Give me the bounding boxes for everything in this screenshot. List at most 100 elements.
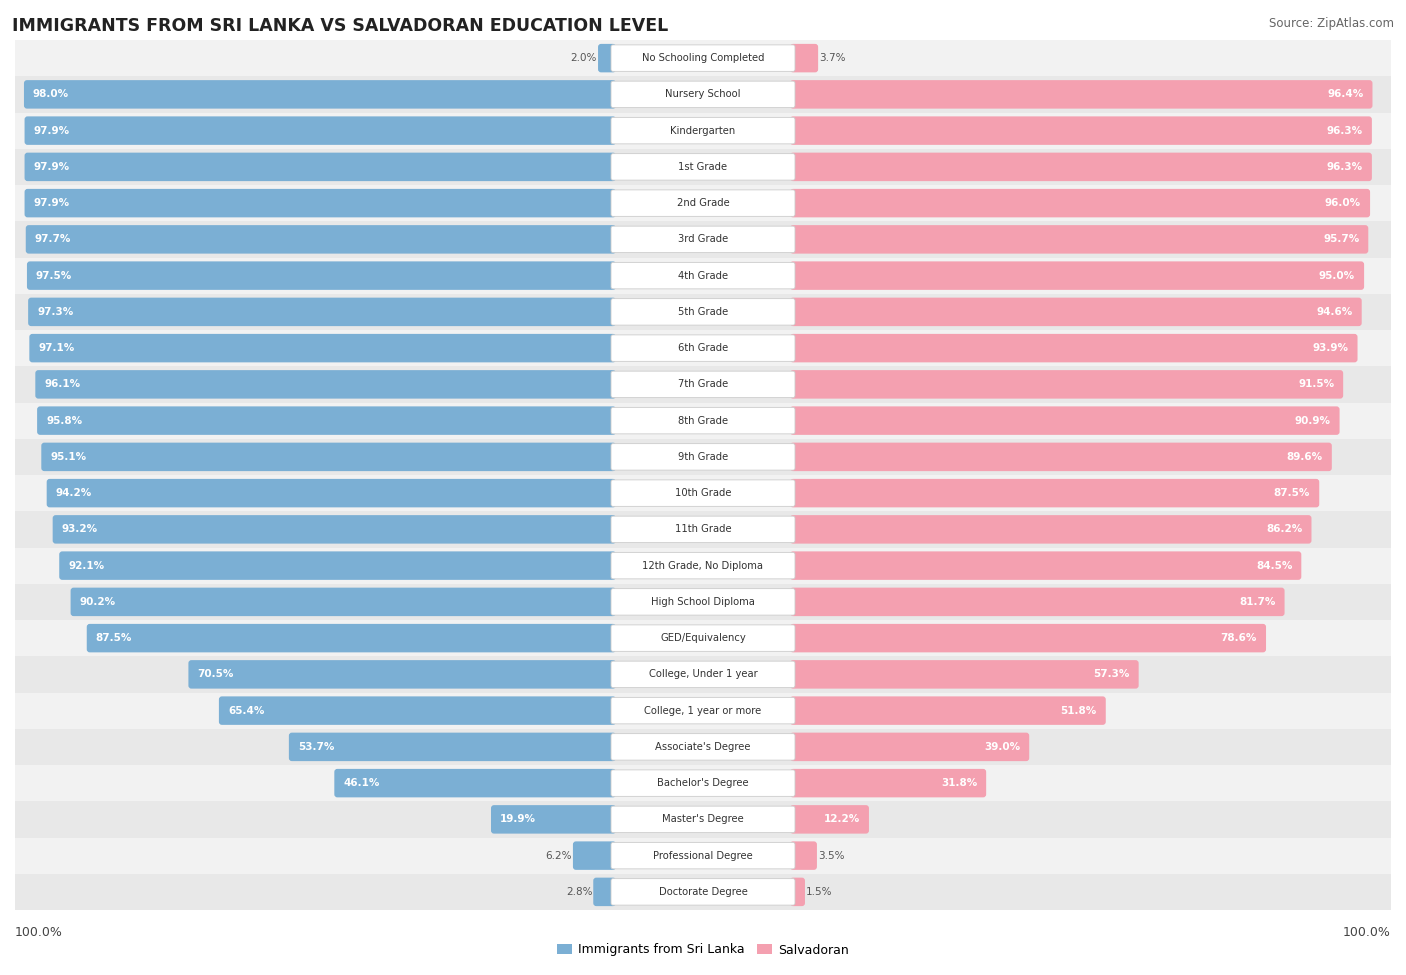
Bar [15,185,1391,221]
Bar [15,149,1391,185]
Text: 11th Grade: 11th Grade [675,525,731,534]
Text: 86.2%: 86.2% [1267,525,1302,534]
FancyBboxPatch shape [27,261,616,290]
Text: Doctorate Degree: Doctorate Degree [658,887,748,897]
FancyBboxPatch shape [790,732,1029,761]
Text: 2.8%: 2.8% [565,887,592,897]
Text: 97.9%: 97.9% [34,162,70,172]
FancyBboxPatch shape [598,44,616,72]
Text: 53.7%: 53.7% [298,742,335,752]
Text: 46.1%: 46.1% [343,778,380,788]
Bar [15,40,1391,76]
Text: 2.0%: 2.0% [571,53,598,63]
Bar [15,293,1391,330]
Text: Master's Degree: Master's Degree [662,814,744,825]
FancyBboxPatch shape [612,226,794,253]
Text: 90.2%: 90.2% [80,597,115,606]
Text: 78.6%: 78.6% [1220,633,1257,644]
Text: 7th Grade: 7th Grade [678,379,728,389]
FancyBboxPatch shape [790,552,1302,580]
FancyBboxPatch shape [24,80,616,108]
Text: 96.0%: 96.0% [1324,198,1361,208]
Text: 96.1%: 96.1% [45,379,80,389]
Text: 2nd Grade: 2nd Grade [676,198,730,208]
Text: 12.2%: 12.2% [824,814,860,825]
FancyBboxPatch shape [790,805,869,834]
FancyBboxPatch shape [790,297,1361,326]
Text: 95.1%: 95.1% [51,451,86,462]
Bar [15,801,1391,838]
Text: IMMIGRANTS FROM SRI LANKA VS SALVADORAN EDUCATION LEVEL: IMMIGRANTS FROM SRI LANKA VS SALVADORAN … [13,17,668,35]
Text: Professional Degree: Professional Degree [654,850,752,861]
Text: 5th Grade: 5th Grade [678,307,728,317]
Text: 97.3%: 97.3% [37,307,73,317]
Text: 1st Grade: 1st Grade [679,162,727,172]
FancyBboxPatch shape [41,443,616,471]
FancyBboxPatch shape [612,553,794,579]
FancyBboxPatch shape [30,333,616,363]
FancyBboxPatch shape [612,334,794,362]
Text: 87.5%: 87.5% [1274,488,1310,498]
FancyBboxPatch shape [790,407,1340,435]
Text: 10th Grade: 10th Grade [675,488,731,498]
Text: 4th Grade: 4th Grade [678,271,728,281]
Text: 89.6%: 89.6% [1286,451,1323,462]
Text: 97.1%: 97.1% [38,343,75,353]
Text: 100.0%: 100.0% [1343,926,1391,940]
Text: 3.7%: 3.7% [820,53,845,63]
FancyBboxPatch shape [790,660,1139,688]
FancyBboxPatch shape [790,479,1319,507]
FancyBboxPatch shape [28,297,616,326]
Text: 93.9%: 93.9% [1313,343,1348,353]
FancyBboxPatch shape [790,878,806,906]
FancyBboxPatch shape [790,80,1372,108]
FancyBboxPatch shape [612,480,794,506]
FancyBboxPatch shape [24,153,616,181]
Text: College, Under 1 year: College, Under 1 year [648,670,758,680]
FancyBboxPatch shape [87,624,616,652]
FancyBboxPatch shape [188,660,616,688]
FancyBboxPatch shape [790,624,1265,652]
FancyBboxPatch shape [790,443,1331,471]
Bar [15,874,1391,910]
Bar [15,112,1391,149]
FancyBboxPatch shape [612,625,794,651]
Text: 96.3%: 96.3% [1327,126,1362,136]
FancyBboxPatch shape [612,697,794,723]
Bar [15,367,1391,403]
FancyBboxPatch shape [572,841,616,870]
FancyBboxPatch shape [790,370,1343,399]
Text: 91.5%: 91.5% [1298,379,1334,389]
FancyBboxPatch shape [790,769,986,798]
FancyBboxPatch shape [612,444,794,470]
Text: 1.5%: 1.5% [806,887,832,897]
Bar [15,403,1391,439]
Bar [15,475,1391,511]
FancyBboxPatch shape [790,515,1312,544]
Text: 100.0%: 100.0% [15,926,63,940]
FancyBboxPatch shape [790,116,1372,145]
Text: 98.0%: 98.0% [32,90,69,99]
FancyBboxPatch shape [612,806,794,833]
Text: 96.4%: 96.4% [1327,90,1364,99]
Text: 65.4%: 65.4% [228,706,264,716]
FancyBboxPatch shape [790,189,1369,217]
FancyBboxPatch shape [612,589,794,615]
Text: 95.7%: 95.7% [1323,234,1360,245]
Text: 94.2%: 94.2% [56,488,91,498]
FancyBboxPatch shape [70,588,616,616]
Text: 94.6%: 94.6% [1316,307,1353,317]
FancyBboxPatch shape [790,696,1105,724]
Bar [15,439,1391,475]
Text: 57.3%: 57.3% [1094,670,1129,680]
Text: 97.5%: 97.5% [37,271,72,281]
FancyBboxPatch shape [37,407,616,435]
FancyBboxPatch shape [612,298,794,325]
FancyBboxPatch shape [612,842,794,869]
Bar [15,330,1391,367]
Text: 95.0%: 95.0% [1319,271,1355,281]
FancyBboxPatch shape [612,190,794,216]
Bar [15,692,1391,728]
FancyBboxPatch shape [59,552,616,580]
Bar [15,584,1391,620]
